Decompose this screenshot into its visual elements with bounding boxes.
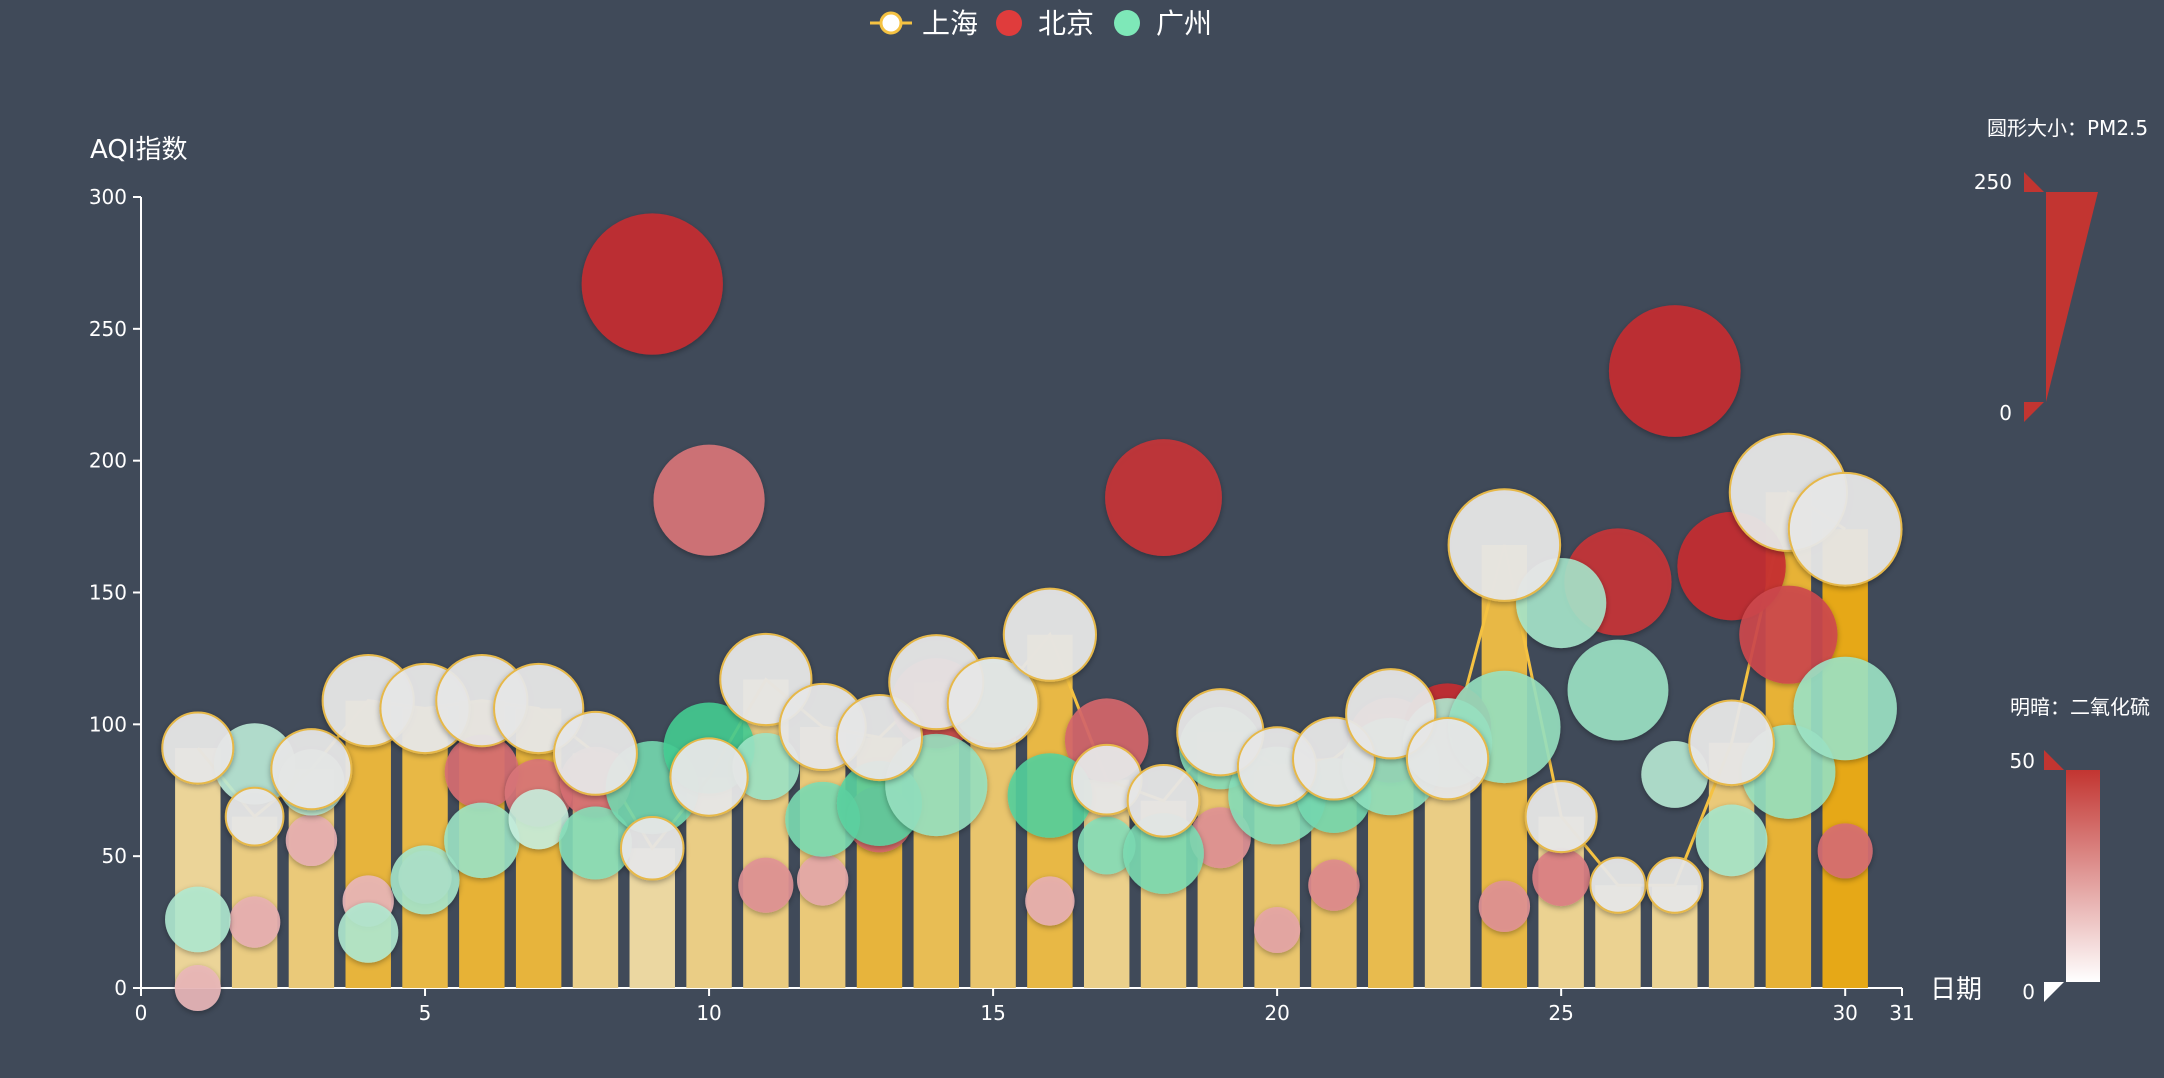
point-beijing <box>1189 807 1251 869</box>
point-shanghai <box>946 656 1040 750</box>
point-shanghai <box>224 786 285 847</box>
y-tick-label: 50 <box>102 844 127 868</box>
point-beijing <box>1739 585 1838 684</box>
visual-map-brightness-min: 0 <box>2022 980 2035 1004</box>
y-tick-label: 150 <box>89 581 127 605</box>
x-tick-label: 5 <box>419 1001 432 1025</box>
visual-map-brightness-bar <box>2066 770 2100 982</box>
point-shanghai <box>552 710 638 796</box>
point-shanghai <box>1524 780 1598 854</box>
point-shanghai <box>1688 699 1775 787</box>
point-shanghai <box>1447 488 1562 602</box>
x-tick-label: 25 <box>1548 1001 1573 1025</box>
x-tick-label: 0 <box>135 1001 148 1025</box>
point-beijing <box>738 857 794 913</box>
visual-map-brightness-title: 明暗：二氧化硫 <box>2010 695 2150 719</box>
point-shanghai <box>835 693 924 782</box>
point-guangzhou <box>1077 816 1136 875</box>
bar-shanghai <box>970 703 1016 988</box>
point-shanghai <box>669 737 749 817</box>
visual-map-size-max: 250 <box>1974 170 2012 194</box>
x-tick-label: 15 <box>980 1001 1005 1025</box>
x-tick-label: 30 <box>1832 1001 1857 1025</box>
visual-map-size-min: 0 <box>1999 401 2012 425</box>
point-shanghai <box>1589 856 1647 914</box>
x-tick-label: 10 <box>696 1001 721 1025</box>
visual-map-brightness-min-handle[interactable] <box>2044 982 2064 1002</box>
legend-shanghai-marker-icon <box>879 11 903 35</box>
point-guangzhou <box>1007 753 1093 838</box>
point-shanghai <box>1002 587 1097 682</box>
point-guangzhou <box>1793 656 1897 761</box>
legend: 上海 北京 广州 <box>870 7 1212 40</box>
point-beijing <box>653 444 765 556</box>
legend-label-beijing: 北京 <box>1038 7 1094 40</box>
point-beijing <box>285 814 338 867</box>
legend-item-beijing[interactable]: 北京 <box>996 7 1094 40</box>
point-guangzhou <box>338 902 399 963</box>
point-beijing <box>1478 880 1531 932</box>
circle-icon <box>996 10 1022 36</box>
plot-area: 0 50 100 150 200 250 300 0 5 10 15 20 25 30 31 <box>89 185 1915 1025</box>
visual-map-size-title: 圆形大小：PM2.5 <box>1987 116 2148 140</box>
point-shanghai <box>1646 856 1704 914</box>
point-beijing <box>1025 876 1075 926</box>
point-beijing <box>1532 848 1591 907</box>
point-beijing <box>1308 859 1360 911</box>
visual-map-size: 圆形大小：PM2.5 250 0 <box>1974 116 2148 425</box>
legend-item-guangzhou[interactable]: 广州 <box>1114 7 1212 40</box>
point-beijing <box>1608 305 1741 437</box>
legend-label-shanghai: 上海 <box>922 7 978 40</box>
y-tick-label: 100 <box>89 712 127 736</box>
legend-label-guangzhou: 广州 <box>1156 7 1212 40</box>
point-beijing <box>444 734 519 809</box>
x-tick-label: 31 <box>1889 1001 1914 1025</box>
point-beijing <box>1105 439 1222 557</box>
visual-map-brightness: 明暗：二氧化硫 50 0 <box>2010 695 2150 1004</box>
point-beijing <box>1817 823 1873 879</box>
point-guangzhou <box>1567 639 1669 741</box>
visual-map-brightness-max: 50 <box>2010 749 2035 773</box>
point-beijing <box>174 964 221 1012</box>
point-shanghai <box>1405 716 1490 801</box>
point-shanghai <box>619 815 685 881</box>
circle-icon <box>1114 10 1140 36</box>
y-tick-label: 300 <box>89 185 127 209</box>
point-guangzhou <box>165 886 231 953</box>
visual-map-size-max-handle[interactable] <box>2024 172 2044 192</box>
point-beijing <box>1254 906 1301 954</box>
point-beijing <box>581 213 723 355</box>
x-tick-label: 20 <box>1264 1001 1289 1025</box>
point-guangzhou <box>732 733 800 800</box>
y-tick-label: 0 <box>114 976 127 1000</box>
point-guangzhou <box>1123 813 1204 894</box>
point-shanghai <box>161 711 235 785</box>
point-guangzhou <box>1695 804 1768 877</box>
point-beijing <box>228 896 281 948</box>
y-tick-label: 250 <box>89 317 127 341</box>
point-guangzhou <box>444 802 520 879</box>
point-beijing <box>797 854 849 906</box>
point-guangzhou <box>508 789 569 850</box>
visual-map-brightness-max-handle[interactable] <box>2044 750 2064 770</box>
legend-item-shanghai[interactable]: 上海 <box>870 7 978 40</box>
y-tick-label: 200 <box>89 449 127 473</box>
point-shanghai <box>1126 763 1201 838</box>
point-shanghai <box>270 728 353 811</box>
point-guangzhou <box>558 806 632 880</box>
x-axis-title: 日期 <box>1930 975 1982 1005</box>
visual-map-size-min-handle[interactable] <box>2024 402 2044 422</box>
point-guangzhou <box>390 845 460 915</box>
y-axis-title: AQI指数 <box>90 135 187 165</box>
point-shanghai <box>1787 471 1903 587</box>
visual-map-size-bar <box>2046 192 2098 402</box>
